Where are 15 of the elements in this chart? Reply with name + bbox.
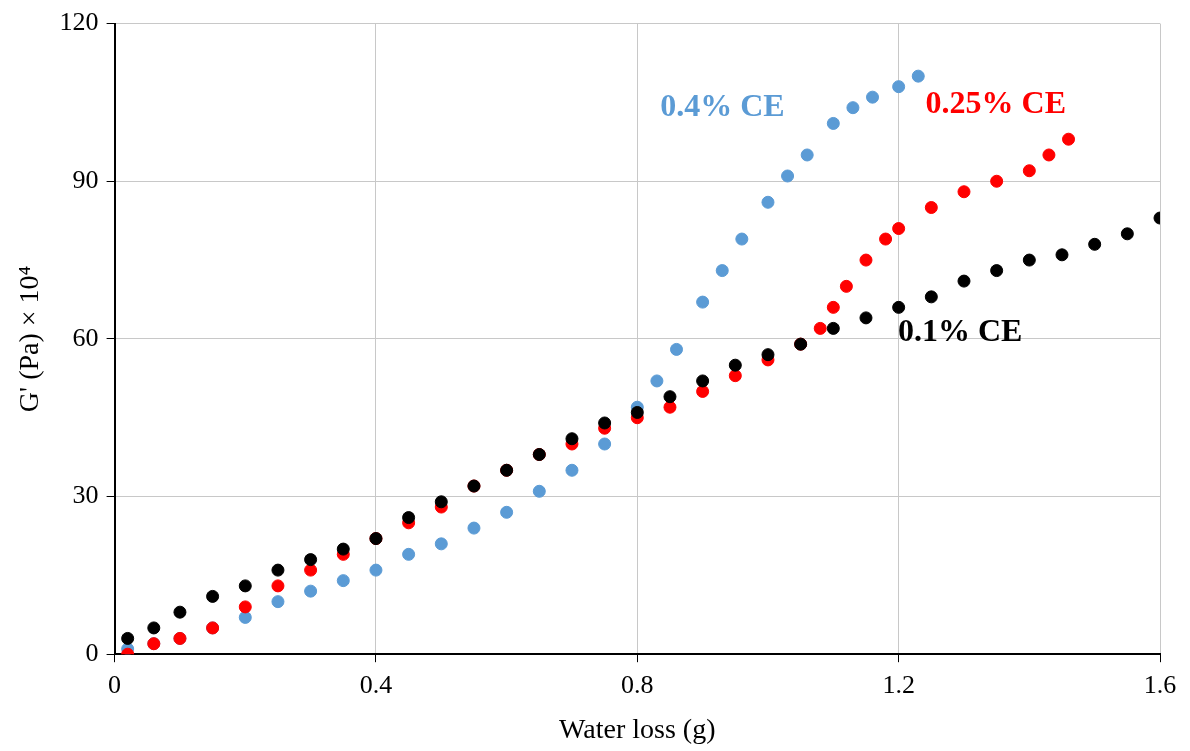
y-axis-title: G' (Pa) × 10⁴ (13, 265, 45, 413)
series-label: 0.25% CE (925, 84, 1066, 121)
y-tick-label: 90 (72, 165, 99, 195)
x-axis-title: Water loss (g) (559, 712, 716, 744)
x-tick-label: 0.8 (621, 669, 654, 699)
x-tick-label: 0.4 (359, 669, 393, 699)
y-tick-label: 120 (59, 7, 99, 37)
x-tick-label: 1.2 (882, 669, 915, 699)
y-tick-label: 0 (85, 638, 99, 668)
series-label: 0.4% CE (660, 87, 785, 124)
x-tick-label: 0 (108, 669, 122, 699)
y-tick-label: 60 (72, 322, 99, 352)
series-label: 0.1% CE (898, 312, 1023, 349)
x-tick-label: 1.6 (1143, 669, 1177, 699)
y-tick-label: 30 (72, 480, 99, 510)
